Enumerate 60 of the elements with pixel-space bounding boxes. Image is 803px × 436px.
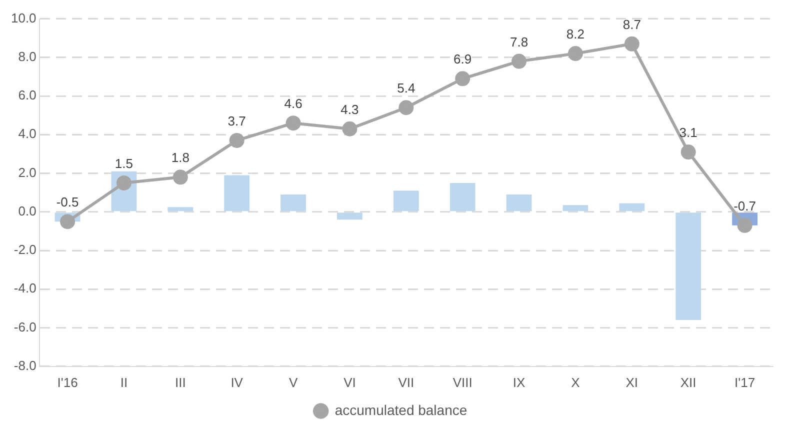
data-label: 4.6 <box>284 96 302 112</box>
y-tick-label: -6.0 <box>14 319 36 334</box>
data-label: 3.7 <box>228 114 246 129</box>
data-label: 3.1 <box>679 125 698 140</box>
y-tick-label: 2.0 <box>18 164 36 180</box>
x-tick-label: V <box>288 374 298 390</box>
bar <box>280 194 306 212</box>
point <box>229 132 244 148</box>
bar <box>506 194 532 212</box>
bar <box>619 203 645 212</box>
x-tick-label: IV <box>230 374 244 390</box>
point <box>624 36 640 52</box>
data-label: 1.8 <box>171 150 190 166</box>
x-tick-label: X <box>571 374 580 390</box>
x-tick-label: I'17 <box>734 374 756 390</box>
point <box>60 214 76 230</box>
data-label: -0.7 <box>734 198 756 214</box>
y-tick-label: -2.0 <box>14 242 36 258</box>
data-label: 6.9 <box>454 52 472 67</box>
data-label: 8.2 <box>566 26 585 42</box>
legend-label: accumulated balance <box>334 402 468 418</box>
data-label: 8.7 <box>622 16 641 32</box>
bar <box>393 190 419 212</box>
y-tick-label: 0.0 <box>18 203 36 218</box>
point <box>172 170 188 185</box>
data-label: 7.8 <box>510 34 528 50</box>
x-tick-label: IX <box>512 374 526 390</box>
y-tick-label: 8.0 <box>18 49 36 64</box>
bar <box>450 182 476 212</box>
x-tick-label: XII <box>680 374 696 390</box>
point <box>286 116 301 131</box>
x-tick-label: VIII <box>452 374 472 390</box>
y-tick-label: -4.0 <box>14 280 36 296</box>
bar <box>562 205 588 212</box>
data-label: 5.4 <box>397 80 416 96</box>
bar <box>168 207 194 212</box>
bar <box>337 212 362 220</box>
x-tick-label: VII <box>398 374 414 390</box>
x-tick-label: III <box>174 374 186 390</box>
point <box>512 54 527 69</box>
x-tick-label: VI <box>344 374 356 390</box>
point <box>737 218 752 233</box>
y-tick-label: -8.0 <box>14 358 36 373</box>
x-tick-label: I'16 <box>57 374 78 390</box>
x-tick-label: XI <box>626 374 638 390</box>
point <box>342 121 358 136</box>
data-label: -0.5 <box>56 194 79 210</box>
data-label: 4.3 <box>340 102 359 117</box>
point <box>116 175 132 190</box>
point <box>568 46 583 62</box>
y-tick-label: 6.0 <box>18 88 36 103</box>
bar <box>224 175 250 212</box>
point <box>398 100 414 116</box>
bar <box>676 212 702 320</box>
y-tick-label: 10.0 <box>10 10 36 26</box>
point <box>680 144 696 160</box>
y-tick-label: 4.0 <box>18 126 36 142</box>
point <box>455 71 470 86</box>
x-tick-label: II <box>120 374 128 390</box>
data-label: 1.5 <box>114 156 133 172</box>
